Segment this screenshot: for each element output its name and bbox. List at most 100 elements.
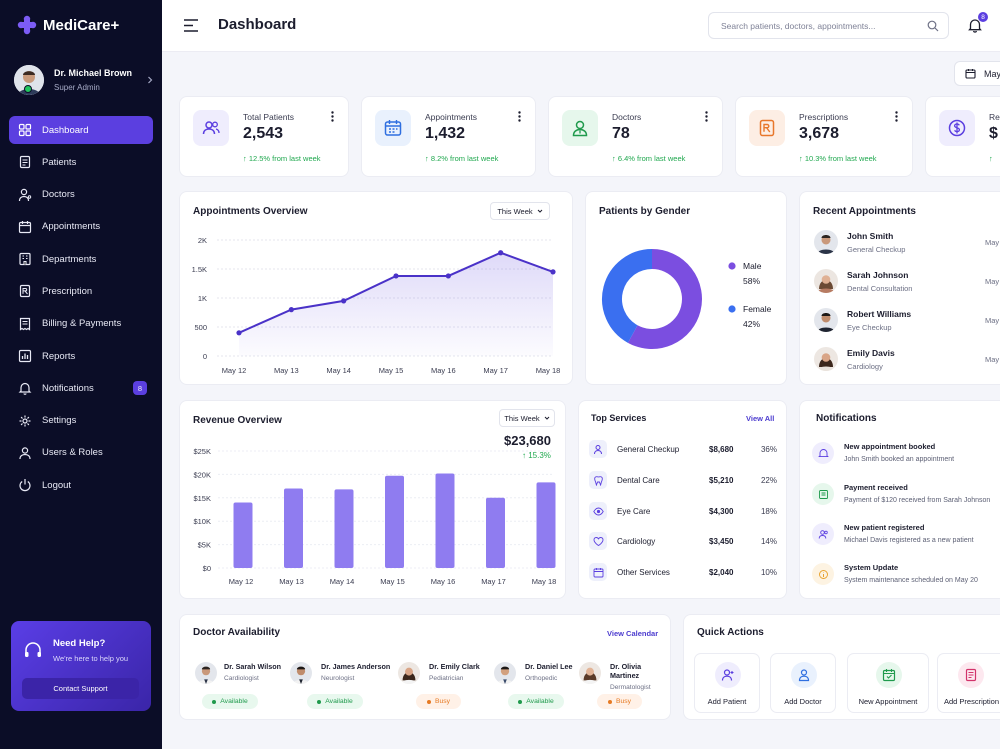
legend-value: 58% [743, 276, 760, 286]
stat-value: 3,678 [799, 125, 840, 142]
list-item[interactable]: Eye Care $4,300 18% [589, 500, 777, 522]
status-badge: Available [307, 694, 363, 709]
sidebar-item-departments[interactable]: Departments [9, 245, 153, 273]
kebab-menu-icon[interactable] [518, 111, 521, 122]
info-icon [818, 569, 828, 579]
grid-icon [18, 123, 32, 137]
stat-icon-bg [375, 110, 411, 146]
new-appointment-button[interactable]: New Appointment [847, 653, 929, 713]
user-icon [19, 447, 31, 460]
stat-card-revenue[interactable]: Re $ ↑ [925, 96, 1000, 177]
user-name: Dr. Michael Brown [54, 68, 133, 78]
service-name: Dental Care [617, 475, 660, 485]
search-icon[interactable] [927, 20, 939, 32]
sidebar-item-dashboard[interactable]: Dashboard [9, 116, 153, 144]
appointment-date: May [985, 316, 1000, 325]
notification-text: John Smith booked an appointment [844, 456, 955, 463]
sidebar-item-label: Doctors [42, 189, 75, 201]
week-filter-dropdown[interactable]: This Week [490, 202, 550, 220]
contact-support-button[interactable]: Contact Support [22, 678, 139, 699]
date-range-label: May [984, 68, 1000, 79]
list-item[interactable]: Dental Care $5,210 22% [589, 469, 777, 491]
view-calendar-link[interactable]: View Calendar [607, 629, 659, 638]
doctor-item[interactable]: Dr. James Anderson Neurologist [290, 662, 390, 684]
notification-item[interactable]: Payment received Payment of $120 received… [812, 483, 990, 505]
user-profile[interactable]: Dr. Michael Brown Super Admin [14, 64, 154, 96]
bell-icon [817, 448, 829, 457]
sidebar-item-settings[interactable]: Settings [9, 407, 153, 435]
legend-value: 42% [743, 319, 760, 329]
service-icon-bg [589, 563, 607, 581]
prescription-icon [19, 285, 31, 298]
view-all-link[interactable]: View All [746, 414, 775, 423]
building-icon [19, 253, 31, 266]
service-icon-bg [589, 471, 607, 489]
notification-item[interactable]: New patient registered Michael Davis regi… [812, 523, 974, 545]
list-item[interactable]: Cardiology $3,450 14% [589, 530, 777, 552]
add-doctor-button[interactable]: Add Doctor [770, 653, 836, 713]
sidebar-item-label: Logout [42, 479, 72, 491]
add-patient-button[interactable]: Add Patient [694, 653, 760, 713]
action-icon-bg [958, 662, 984, 688]
sidebar-item-label: Billing & Payments [42, 318, 122, 330]
list-item[interactable]: Robert Williams Eye Checkup [814, 308, 911, 332]
stat-card-doctors[interactable]: Doctors 78 ↑ 6.4% from last week [548, 96, 723, 177]
avatar [290, 662, 312, 684]
doctor-specialty: Cardiologist [224, 675, 259, 682]
bar [284, 488, 303, 568]
stat-icon-bg [193, 110, 229, 146]
doctor-item[interactable]: Dr. Daniel Lee Orthopedic [494, 662, 573, 684]
calendar-icon [965, 69, 976, 79]
add-prescription-button[interactable]: Add Prescription [937, 653, 1000, 713]
action-icon-bg [791, 662, 817, 688]
kebab-menu-icon[interactable] [705, 111, 708, 122]
sidebar-item-reports[interactable]: Reports [9, 342, 153, 370]
service-amount: $5,210 [709, 475, 734, 485]
sidebar-item-billing[interactable]: Billing & Payments [9, 310, 153, 338]
bell-icon[interactable] [968, 18, 982, 33]
action-label: Add Doctor [784, 697, 822, 706]
kebab-menu-icon[interactable] [331, 111, 334, 122]
doctor-item[interactable]: Dr. Emily Clark Pediatrician [398, 662, 480, 684]
week-filter-dropdown[interactable]: This Week [499, 409, 555, 427]
appointment-date: May [985, 277, 1000, 286]
x-tick-label: May 17 [483, 366, 508, 375]
user-info: Dr. Michael Brown Super Admin [54, 68, 146, 92]
quick-actions-card: Quick Actions Add Patient Add Doctor New… [683, 614, 1000, 720]
sidebar-item-logout[interactable]: Logout [9, 471, 153, 499]
dropdown-value: This Week [497, 206, 533, 216]
stat-card-prescriptions[interactable]: Prescriptions 3,678 ↑ 10.3% from last we… [735, 96, 913, 177]
sidebar-item-label: Prescription [42, 285, 93, 297]
brand-name: MediCare+ [43, 16, 120, 34]
sidebar-item-label: Notifications [42, 382, 94, 394]
appointment-type: General Checkup [847, 244, 906, 254]
sidebar-item-users-roles[interactable]: Users & Roles [9, 439, 153, 467]
notification-item[interactable]: New appointment booked John Smith booked … [812, 442, 954, 464]
stat-card-total-patients[interactable]: Total Patients 2,543 ↑ 12.5% from last w… [179, 96, 349, 177]
service-icon-bg [589, 440, 607, 458]
sidebar-item-patients[interactable]: Patients [9, 148, 153, 176]
sidebar-item-doctors[interactable]: Doctors [9, 181, 153, 209]
sidebar-item-appointments[interactable]: Appointments [9, 213, 153, 241]
avatar [195, 662, 217, 684]
list-item[interactable]: General Checkup $8,680 36% [589, 438, 777, 460]
menu-icon[interactable] [183, 18, 199, 33]
doctor-icon [798, 669, 810, 682]
notification-item[interactable]: System Update System maintenance schedule… [812, 563, 978, 585]
list-item[interactable]: Other Services $2,040 10% [589, 561, 777, 583]
user-role: Super Admin [54, 83, 100, 92]
stat-card-appointments[interactable]: Appointments 1,432 ↑ 8.2% from last week [361, 96, 536, 177]
chevron-right-icon[interactable] [146, 76, 154, 84]
search-input[interactable]: Search patients, doctors, appointments..… [708, 12, 949, 39]
doctor-item[interactable]: Dr. Olivia Martinez Dermatologist [579, 662, 670, 691]
stat-delta: ↑ 10.3% from last week [799, 154, 877, 163]
sidebar-item-notifications[interactable]: Notifications 8 [9, 374, 153, 402]
brand-logo[interactable]: MediCare+ [17, 15, 119, 35]
date-range-button[interactable]: May [954, 61, 1000, 86]
sidebar-item-prescription[interactable]: Prescription [9, 277, 153, 305]
kebab-menu-icon[interactable] [895, 111, 898, 122]
list-item[interactable]: Sarah Johnson Dental Consultation [814, 269, 912, 293]
list-item[interactable]: John Smith General Checkup [814, 230, 905, 254]
doctor-item[interactable]: Dr. Sarah Wilson Cardiologist [195, 662, 281, 684]
list-item[interactable]: Emily Davis Cardiology [814, 347, 895, 371]
